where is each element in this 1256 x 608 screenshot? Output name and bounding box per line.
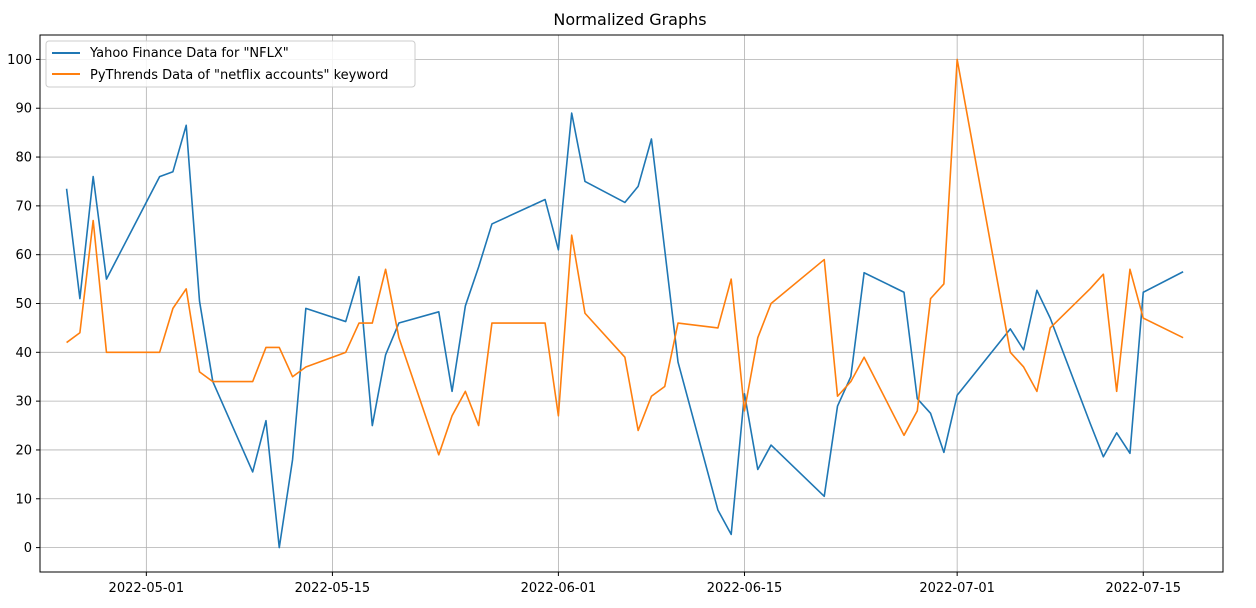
series-layer [65,58,1184,549]
series-line-trends [66,58,1184,456]
x-tick-label: 2022-06-01 [521,581,597,596]
chart-title: Normalized Graphs [553,10,706,29]
series-line-nflx [65,112,1184,549]
y-axis: 0 10 20 30 40 50 60 70 80 90 100 [7,53,40,556]
y-tick-label: 40 [15,346,32,361]
y-tick-label: 0 [24,541,32,556]
legend-label-trends: PyThrends Data of "netflix accounts" key… [90,68,388,83]
x-tick-label: 2022-05-15 [295,581,371,596]
x-axis: 2022-05-01 2022-05-15 2022-06-01 2022-06-15… [109,572,1181,596]
y-tick-label: 60 [15,248,32,263]
legend-label-nflx: Yahoo Finance Data for "NFLX" [89,46,289,61]
y-tick-label: 90 [15,102,32,117]
y-tick-label: 50 [15,297,32,312]
y-tick-label: 30 [15,395,32,410]
x-tick-label: 2022-07-01 [919,581,995,596]
y-tick-label: 20 [15,443,32,458]
grid-lines [40,35,1223,572]
y-tick-label: 70 [15,199,32,214]
x-tick-label: 2022-07-15 [1105,581,1181,596]
legend-box [45,40,416,88]
x-tick-label: 2022-05-01 [109,581,185,596]
legend: Yahoo Finance Data for "NFLX" PyThrends … [45,40,416,88]
x-tick-label: 2022-06-15 [707,581,783,596]
y-tick-label: 10 [15,492,32,507]
y-tick-label: 100 [7,53,32,68]
y-tick-label: 80 [15,151,32,166]
